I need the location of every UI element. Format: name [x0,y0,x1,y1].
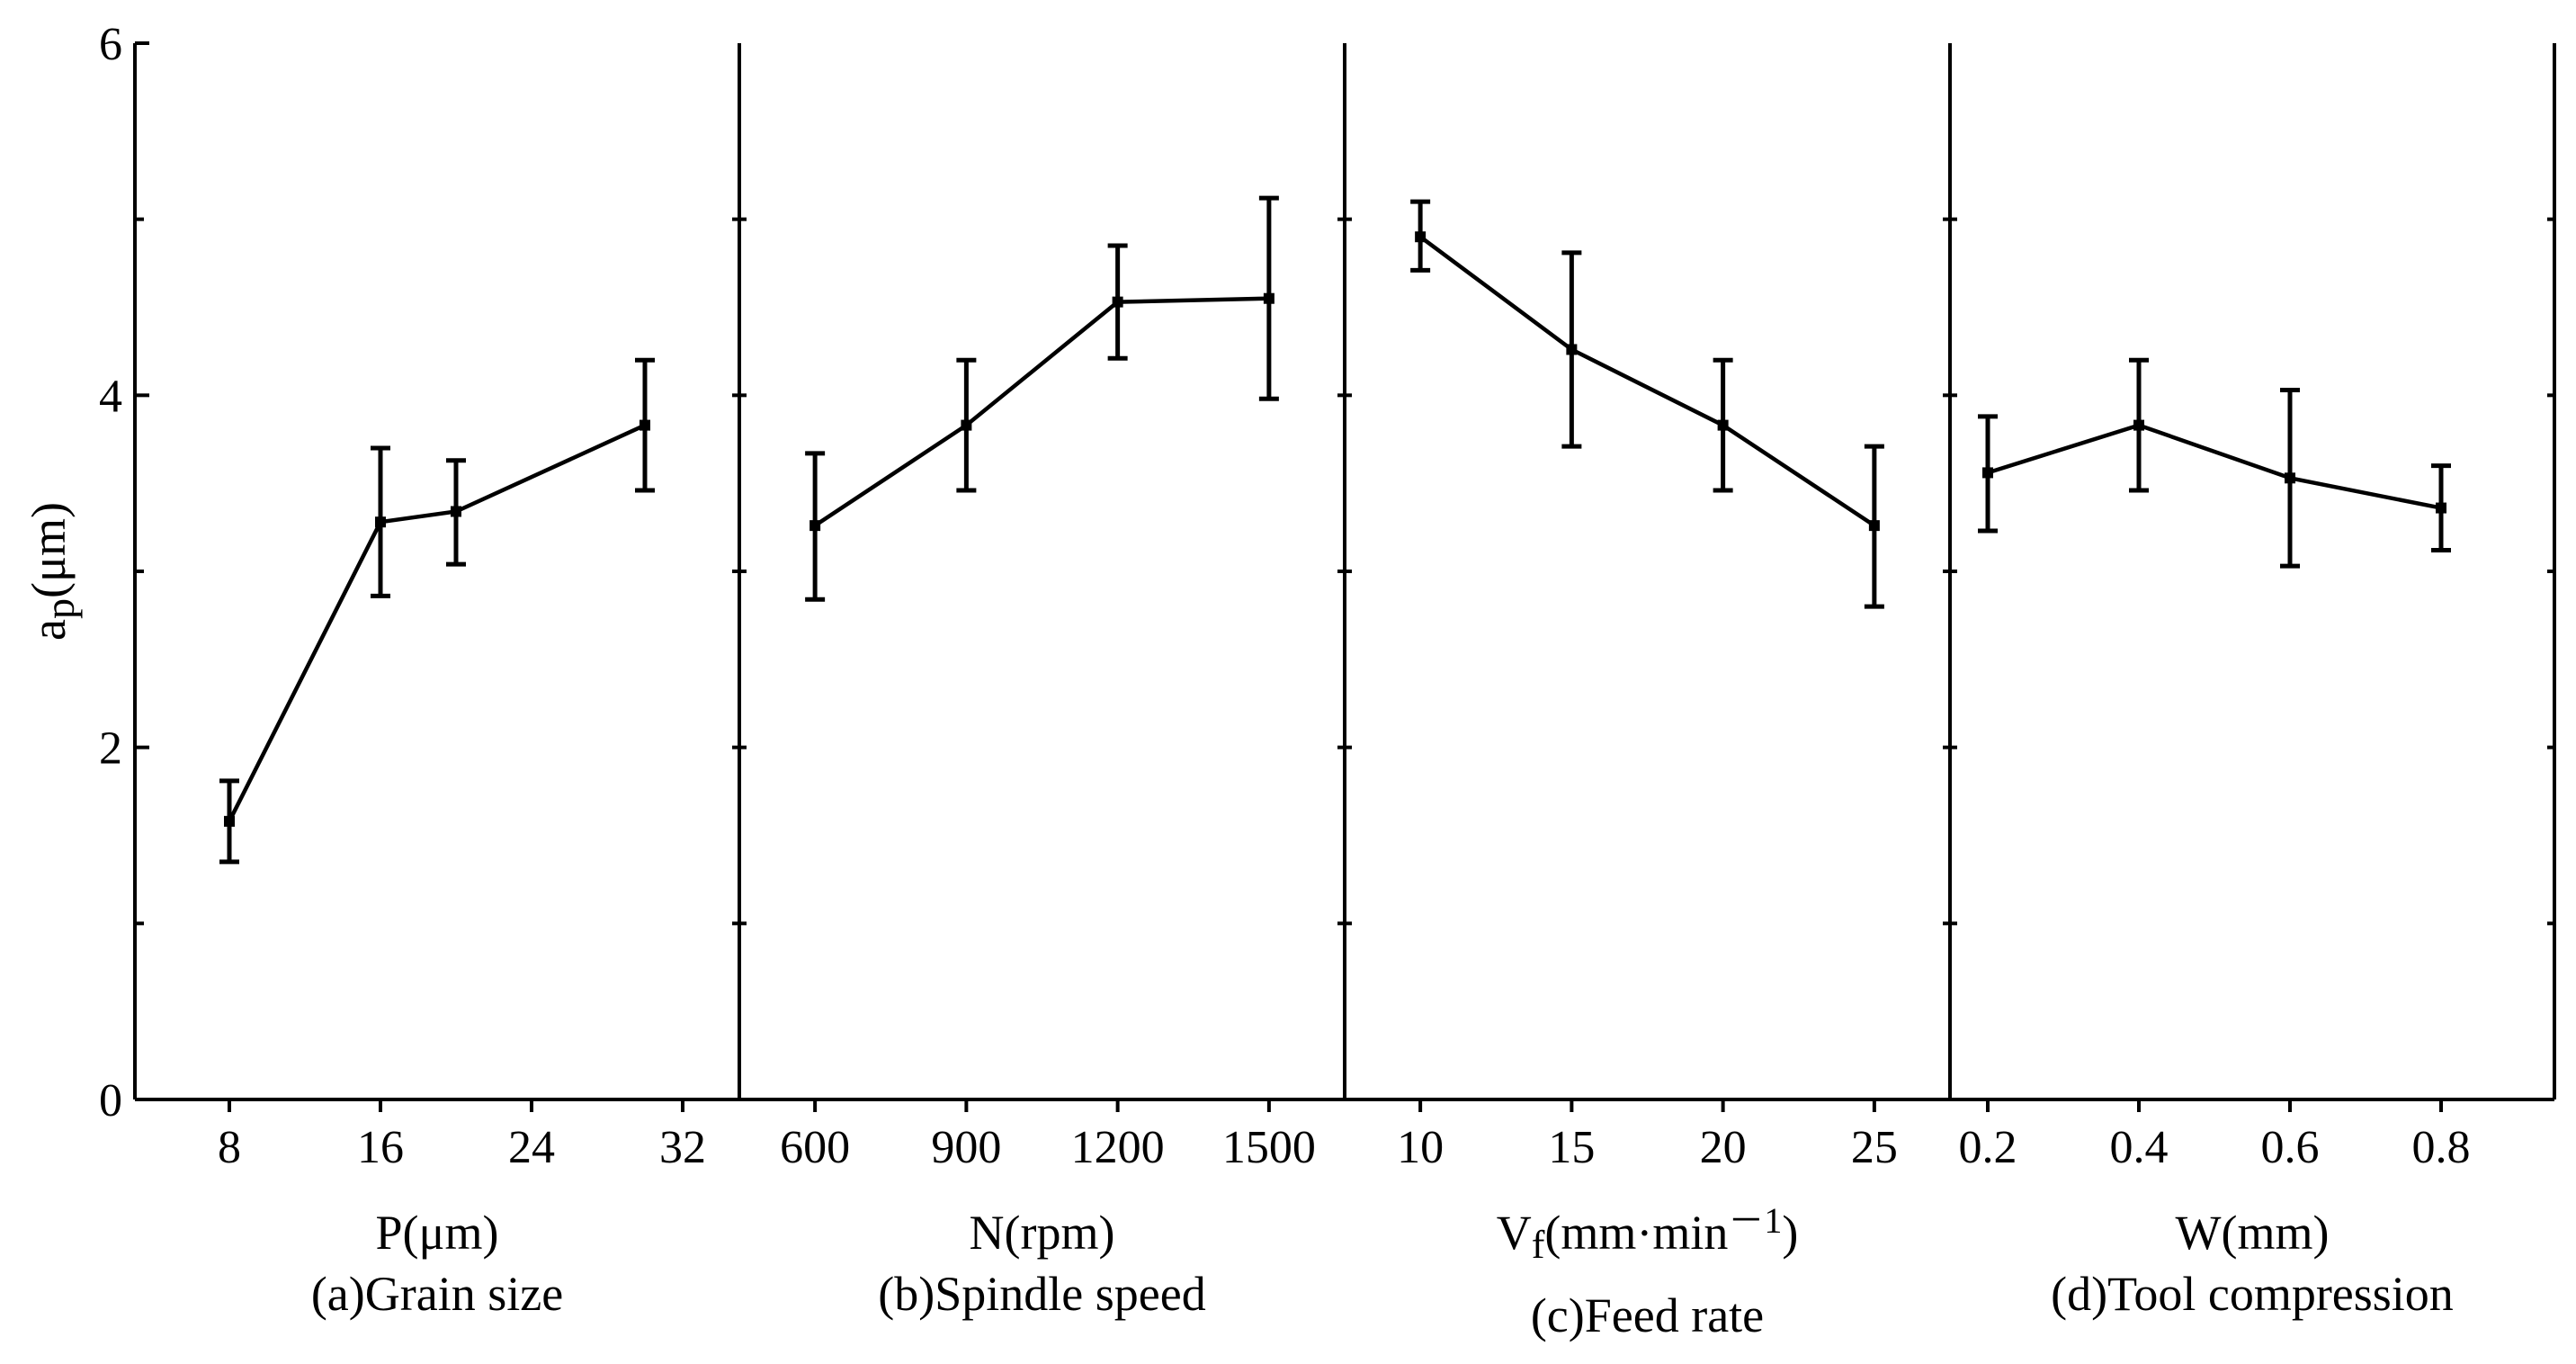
data-point-c-0 [1410,199,1431,273]
marker-a-0 [224,815,235,827]
x-tick-label-d-3: 0.8 [2412,1122,2471,1173]
data-point-d-1 [2129,357,2149,493]
data-point-d-0 [1978,414,1998,534]
x-tick-label-d-1: 0.4 [2110,1122,2169,1173]
data-point-a-1 [371,445,390,598]
marker-d-3 [2436,502,2446,514]
y-tick-label-4: 4 [99,371,122,422]
x-tick-label-b-1: 900 [931,1122,1001,1173]
x-axis-label-a: P(μm) [376,1206,499,1260]
x-tick-label-b-0: 600 [780,1122,850,1173]
panel-caption-a: (a)Grain size [311,1267,563,1321]
series-line-b [813,296,1269,527]
data-point-b-0 [805,451,826,602]
marker-d-0 [1982,467,1993,479]
x-tick-label-c-0: 10 [1397,1122,1444,1173]
data-point-d-3 [2431,463,2451,553]
marker-b-1 [961,419,972,431]
x-axis-label-d: W(mm) [2176,1206,2330,1260]
data-point-b-1 [956,357,977,493]
data-layer [219,195,2451,865]
marker-c-1 [1566,344,1578,355]
data-point-c-1 [1561,250,1582,449]
marker-d-1 [2133,419,2144,431]
data-point-c-3 [1864,444,1884,609]
axes-layer [133,41,2556,1112]
x-axis-label-c: Vf(mm·min－1) [1497,1200,1799,1267]
x-tick-label-a-1: 16 [357,1122,404,1173]
y-tick-label-0: 0 [99,1075,122,1126]
data-point-b-2 [1107,243,1128,361]
marker-c-2 [1717,419,1729,431]
x-tick-label-d-0: 0.2 [1959,1122,2017,1173]
x-tick-label-b-2: 1200 [1071,1122,1165,1173]
x-axis-label-b: N(rpm) [970,1206,1115,1260]
x-tick-label-c-1: 15 [1548,1122,1595,1173]
x-tick-label-a-0: 8 [218,1122,241,1173]
x-tick-label-d-2: 0.6 [2261,1122,2320,1173]
x-tick-label-c-3: 25 [1851,1122,1898,1173]
data-point-a-2 [446,458,466,567]
marker-a-1 [375,516,386,528]
marker-d-2 [2285,472,2295,484]
x-tick-label-a-2: 24 [508,1122,555,1173]
y-tick-label-2: 2 [99,723,122,775]
panel-caption-b: (b)Spindle speed [878,1267,1205,1321]
x-tick-label-c-2: 20 [1700,1122,1747,1173]
x-tick-label-b-3: 1500 [1222,1122,1316,1173]
data-point-a-0 [219,778,239,865]
y-tick-label-6: 6 [99,19,122,70]
marker-c-3 [1868,520,1880,532]
data-point-a-3 [635,357,655,493]
series-line-d [1987,423,2442,510]
y-axis-label: ap(μm) [22,502,83,641]
data-point-d-2 [2280,387,2300,569]
series-line-c [1418,235,1876,527]
panel-caption-c: (c)Feed rate [1531,1288,1764,1342]
marker-c-0 [1415,231,1427,243]
marker-b-3 [1263,292,1275,304]
marker-b-0 [809,520,821,532]
x-tick-label-a-3: 32 [659,1122,706,1173]
marker-b-2 [1112,296,1123,308]
series-line-a [227,423,646,822]
data-point-c-2 [1713,357,1733,493]
data-point-b-3 [1258,195,1279,401]
panel-caption-d: (d)Tool compression [2051,1267,2454,1321]
marker-a-3 [640,419,650,431]
marker-a-2 [451,506,461,517]
